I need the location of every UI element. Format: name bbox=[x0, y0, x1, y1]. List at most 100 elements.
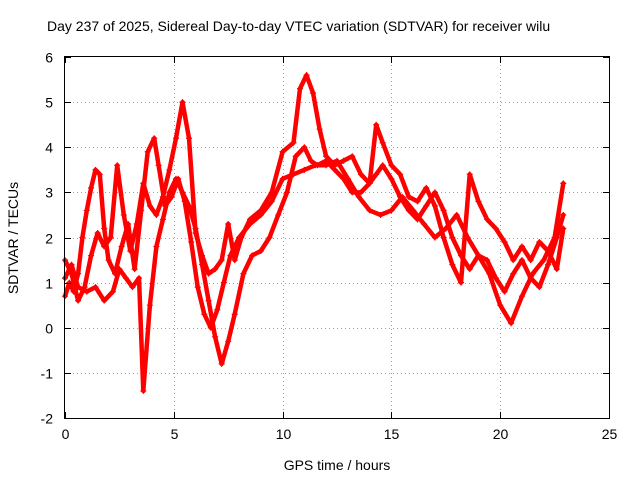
y-tick-label: 0 bbox=[45, 321, 53, 337]
data-point bbox=[484, 257, 491, 264]
data-point bbox=[231, 257, 238, 264]
data-point bbox=[127, 248, 134, 255]
data-point bbox=[560, 225, 567, 232]
data-point bbox=[231, 311, 238, 318]
data-point bbox=[179, 99, 186, 106]
data-point bbox=[159, 193, 166, 200]
data-point bbox=[122, 275, 129, 282]
data-point bbox=[331, 162, 338, 169]
y-tick-label: -2 bbox=[41, 411, 54, 427]
y-tick-label: 2 bbox=[45, 231, 53, 247]
data-point bbox=[116, 266, 123, 273]
data-point bbox=[492, 225, 499, 232]
plot-frame bbox=[64, 56, 610, 419]
data-point bbox=[268, 198, 275, 205]
data-point bbox=[303, 72, 310, 79]
data-point bbox=[366, 207, 373, 214]
data-point bbox=[151, 135, 158, 142]
y-tick-label: 6 bbox=[45, 50, 53, 66]
data-point bbox=[135, 275, 142, 282]
data-point bbox=[159, 216, 166, 223]
data-point bbox=[268, 189, 275, 196]
data-point bbox=[466, 171, 473, 178]
data-point bbox=[88, 184, 95, 191]
data-point bbox=[518, 293, 525, 300]
data-point bbox=[240, 270, 247, 277]
data-point bbox=[553, 234, 560, 241]
data-point bbox=[545, 261, 552, 268]
data-point bbox=[92, 284, 99, 291]
data-point bbox=[414, 216, 421, 223]
data-point bbox=[81, 284, 88, 291]
data-point bbox=[423, 184, 430, 191]
data-point bbox=[431, 189, 438, 196]
data-point bbox=[316, 126, 323, 133]
data-point bbox=[186, 135, 193, 142]
chart-title: Day 237 of 2025, Sidereal Day-to-day VTE… bbox=[47, 18, 550, 34]
data-point bbox=[373, 171, 380, 178]
data-point bbox=[105, 257, 112, 264]
data-point bbox=[118, 243, 125, 250]
data-point bbox=[194, 284, 201, 291]
data-point bbox=[307, 157, 314, 164]
y-tick-label: 3 bbox=[45, 185, 53, 201]
data-point bbox=[518, 257, 525, 264]
data-point bbox=[349, 189, 356, 196]
data-point bbox=[355, 193, 362, 200]
x-axis-label: GPS time / hours bbox=[284, 457, 391, 473]
data-point bbox=[545, 248, 552, 255]
data-point bbox=[349, 153, 356, 160]
data-point bbox=[172, 135, 179, 142]
data-point bbox=[540, 257, 547, 264]
data-point bbox=[536, 284, 543, 291]
x-tick-label: 25 bbox=[602, 426, 618, 442]
y-tick-label: 4 bbox=[45, 140, 53, 156]
data-point bbox=[458, 279, 465, 286]
data-point bbox=[484, 216, 491, 223]
data-point bbox=[94, 229, 101, 236]
data-point bbox=[501, 239, 508, 246]
x-tick-label: 10 bbox=[276, 426, 292, 442]
data-point bbox=[146, 202, 153, 209]
data-point bbox=[131, 266, 138, 273]
data-point bbox=[475, 252, 482, 259]
data-point bbox=[440, 207, 447, 214]
data-point bbox=[249, 252, 256, 259]
data-point bbox=[475, 198, 482, 205]
data-point bbox=[214, 306, 221, 313]
data-point bbox=[101, 297, 108, 304]
data-point bbox=[379, 162, 386, 169]
x-tick-label: 20 bbox=[493, 426, 509, 442]
data-point bbox=[301, 166, 308, 173]
data-point bbox=[560, 211, 567, 218]
data-point bbox=[366, 180, 373, 187]
data-point bbox=[357, 189, 364, 196]
data-point bbox=[88, 252, 95, 259]
data-point bbox=[510, 270, 517, 277]
data-point bbox=[144, 148, 151, 155]
data-point bbox=[497, 302, 504, 309]
data-point bbox=[120, 211, 127, 218]
data-point bbox=[79, 234, 86, 241]
data-point bbox=[179, 189, 186, 196]
data-point bbox=[466, 266, 473, 273]
data-point bbox=[421, 220, 428, 227]
data-point bbox=[560, 180, 567, 187]
data-point bbox=[129, 284, 136, 291]
y-tick-label: 1 bbox=[45, 276, 53, 292]
data-point bbox=[153, 243, 160, 250]
data-point bbox=[83, 207, 90, 214]
data-point bbox=[536, 239, 543, 246]
data-point bbox=[388, 207, 395, 214]
data-series bbox=[62, 72, 567, 394]
data-point bbox=[297, 85, 304, 92]
data-point bbox=[212, 266, 219, 273]
data-point bbox=[414, 198, 421, 205]
data-point bbox=[238, 234, 245, 241]
data-point bbox=[225, 220, 232, 227]
data-point bbox=[68, 270, 75, 277]
data-point bbox=[553, 266, 560, 273]
data-point bbox=[431, 202, 438, 209]
data-point bbox=[146, 302, 153, 309]
y-axis-label: SDTVAR / TECUs bbox=[5, 182, 21, 294]
